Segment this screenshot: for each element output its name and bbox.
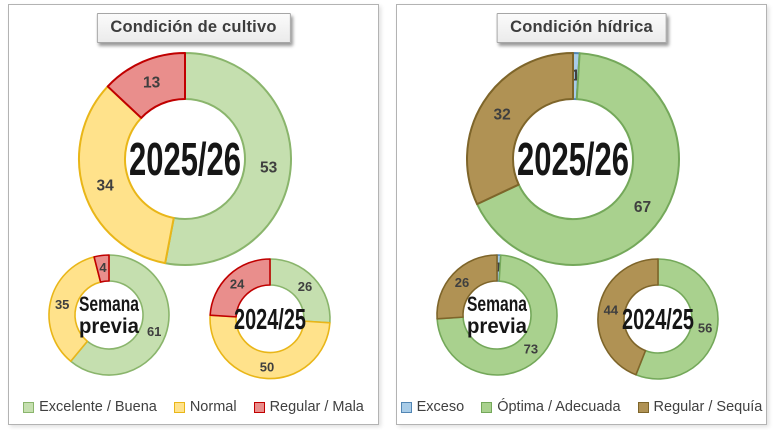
legend-label: Regular / Sequía bbox=[653, 399, 763, 415]
legend-item-optima-adecuada: Óptima / Adecuada bbox=[481, 399, 621, 415]
slice-value-label: 35 bbox=[55, 297, 69, 312]
donut-slice bbox=[436, 254, 498, 320]
slice-value-label: 26 bbox=[455, 275, 469, 290]
legend-item-regular-mala: Regular / Mala bbox=[253, 399, 364, 415]
donut-slice bbox=[164, 52, 293, 266]
legend-hidrica: Exceso Óptima / Adecuada Regular / Sequí… bbox=[397, 399, 766, 415]
slice-value-label: 73 bbox=[524, 342, 538, 357]
slice-value-label: 67 bbox=[634, 199, 651, 216]
donut-chart-cultivo-2024-25: 26 50 24 2024/25 bbox=[209, 258, 331, 380]
chart-center-label: 2025/26 bbox=[129, 133, 241, 185]
donut-slice bbox=[209, 314, 331, 380]
legend-swatch-icon bbox=[173, 401, 185, 413]
donut-chart-cultivo-2025-26: 53 34 13 2025/26 bbox=[78, 52, 293, 266]
legend-item-excelente-buena: Excelente / Buena bbox=[23, 399, 157, 415]
slice-value-label: 32 bbox=[493, 107, 510, 124]
slice-value-label: 26 bbox=[298, 279, 312, 294]
chart-title-box: Condición hídrica bbox=[496, 13, 667, 43]
chart-title-box: Condición de cultivo bbox=[96, 13, 291, 43]
chart-center-label: Semana bbox=[467, 292, 528, 316]
legend-swatch-icon bbox=[637, 401, 649, 413]
donut-slice bbox=[78, 85, 175, 265]
legend-item-normal: Normal bbox=[173, 399, 237, 415]
slice-value-label: 50 bbox=[260, 360, 274, 375]
slice-value-label: 61 bbox=[147, 324, 161, 339]
donut-slice bbox=[209, 258, 271, 318]
slice-value-label: 34 bbox=[96, 178, 114, 195]
donut-slice bbox=[597, 258, 659, 376]
donut-slice bbox=[69, 254, 170, 376]
legend-label: Óptima / Adecuada bbox=[497, 399, 621, 415]
slice-value-label: 1 bbox=[495, 260, 502, 275]
chart-title-text: Condición hídrica bbox=[510, 18, 653, 36]
chart-center-label: previa bbox=[467, 314, 528, 338]
chart-title-text: Condición de cultivo bbox=[110, 18, 277, 36]
slice-value-label: 4 bbox=[99, 260, 107, 275]
legend-item-regular-sequia: Regular / Sequía bbox=[637, 399, 763, 415]
donut-slice bbox=[106, 52, 186, 119]
donut-chart-hidrica-2024-25: 56 44 2024/25 bbox=[597, 258, 719, 380]
donut-chart-hidrica-2025-26: 1 67 32 2025/26 bbox=[466, 52, 681, 266]
slice-value-label: 56 bbox=[698, 321, 712, 336]
chart-center-label: 2024/25 bbox=[234, 304, 306, 336]
donut-slice bbox=[476, 52, 681, 266]
legend-swatch-icon bbox=[253, 401, 265, 413]
slice-value-label: 24 bbox=[230, 277, 245, 292]
donut-slice bbox=[48, 256, 102, 363]
chart-center-label: Semana bbox=[79, 292, 140, 316]
slice-value-label: 13 bbox=[143, 75, 161, 92]
donut-slice bbox=[635, 258, 719, 380]
legend-label: Exceso bbox=[416, 399, 465, 415]
legend-swatch-icon bbox=[23, 401, 35, 413]
slice-value-label: 1 bbox=[571, 68, 580, 85]
panel-condicion-cultivo: Condición de cultivo 53 34 13 2025/26 61 35 4… bbox=[8, 4, 379, 425]
legend-swatch-icon bbox=[400, 401, 412, 413]
legend-label: Regular / Mala bbox=[269, 399, 364, 415]
panel-condicion-hidrica: Condición hídrica 1 67 32 2025/26 1 73 26 Sema… bbox=[396, 4, 767, 425]
donut-slice bbox=[93, 254, 110, 283]
chart-center-label: 2024/25 bbox=[622, 304, 694, 336]
chart-center-label: previa bbox=[79, 314, 140, 338]
legend-label: Excelente / Buena bbox=[39, 399, 157, 415]
slice-value-label: 53 bbox=[260, 160, 278, 177]
slice-value-label: 44 bbox=[604, 303, 619, 318]
donut-slice bbox=[436, 254, 558, 376]
legend-swatch-icon bbox=[481, 401, 493, 413]
donut-slice bbox=[466, 52, 574, 206]
chart-center-label: 2025/26 bbox=[517, 133, 629, 185]
legend-item-exceso: Exceso bbox=[400, 399, 465, 415]
legend-cultivo: Excelente / Buena Normal Regular / Mala bbox=[9, 399, 378, 415]
legend-label: Normal bbox=[189, 399, 237, 415]
